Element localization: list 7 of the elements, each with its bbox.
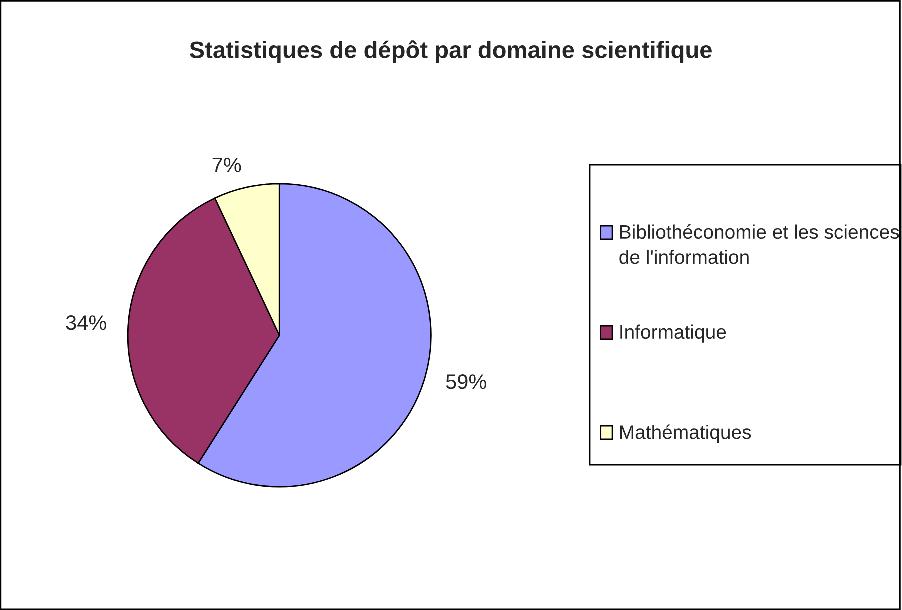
legend-label: Informatique — [620, 324, 726, 343]
legend-label: Mathématiques — [620, 424, 752, 444]
legend-label: Bibliothéconomie et les sciences de l'information — [620, 224, 900, 264]
data-label: 34% — [66, 315, 106, 330]
data-label: 7% — [212, 158, 242, 172]
data-label: 59% — [446, 374, 486, 390]
chart-title: Statistiques de dépôt par domaine scientifique — [190, 40, 712, 64]
